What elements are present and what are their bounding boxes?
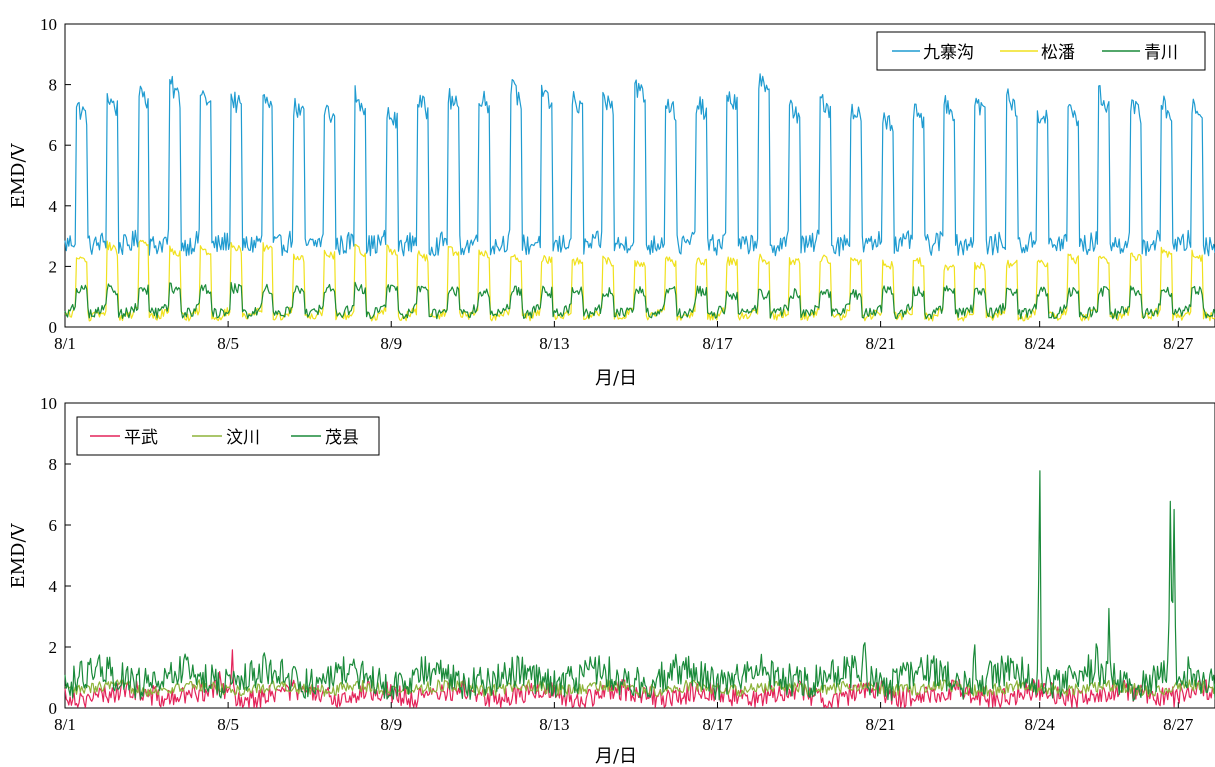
series-lines-top	[64, 73, 1215, 322]
legend-box-top	[876, 31, 1206, 71]
x-tick-label: 8/21	[865, 715, 895, 734]
chart-top: 0 2 4 6 8 10 8/1 8/5 8/9 8/13 8/17 8/21 8/24 8/27 EM…	[8, 15, 1215, 389]
plot-frame-bottom	[64, 402, 1215, 709]
y-tick-label: 8	[49, 455, 58, 474]
y-tick-label: 0	[49, 318, 58, 337]
series-line-bottom-2	[64, 470, 1215, 702]
legend-label-songpan: 松潘	[1041, 43, 1075, 63]
x-tick-label: 8/9	[380, 715, 402, 734]
x-tick-label: 8/13	[539, 715, 569, 734]
x-tick-label: 8/1	[54, 334, 76, 353]
y-tick-label: 2	[49, 638, 58, 657]
plot-frame-top	[64, 23, 1215, 328]
x-ticks-top: 8/1 8/5 8/9 8/13 8/17 8/21 8/24 8/27	[54, 321, 1194, 353]
legend-bottom: 平武 汶川 茂县	[76, 416, 380, 456]
x-tick-label: 8/5	[217, 715, 239, 734]
series-line-top-0	[64, 73, 1215, 257]
y-tick-label: 2	[49, 257, 58, 276]
x-axis-title-bottom: 月/日	[595, 746, 637, 767]
x-tick-label: 8/13	[539, 334, 569, 353]
y-tick-label: 4	[49, 197, 58, 216]
x-tick-label: 8/27	[1163, 715, 1194, 734]
x-tick-label: 8/21	[865, 334, 895, 353]
x-axis-title-top: 月/日	[595, 368, 637, 389]
y-tick-label: 8	[49, 76, 58, 95]
chart-bottom: 0 2 4 6 8 10 8/1 8/5 8/9 8/13 8/17 8/21 8/24 8/27 EM…	[8, 394, 1215, 767]
y-ticks-top: 0 2 4 6 8 10	[40, 15, 71, 337]
series-line-top-1	[64, 239, 1215, 322]
x-tick-label: 8/24	[1025, 334, 1056, 353]
x-tick-label: 8/17	[702, 334, 733, 353]
y-tick-label: 10	[40, 15, 57, 34]
legend-label-qingchuan: 青川	[1144, 43, 1178, 63]
y-tick-label: 6	[49, 516, 58, 535]
y-tick-label: 4	[49, 577, 58, 596]
x-tick-label: 8/27	[1163, 334, 1194, 353]
series-lines-bottom	[64, 470, 1215, 709]
y-tick-label: 0	[49, 699, 58, 718]
y-tick-label: 6	[49, 136, 58, 155]
legend-label-wenchuan: 汶川	[226, 428, 260, 448]
legend-label-jiuzhaigou: 九寨沟	[923, 43, 974, 63]
x-tick-label: 8/24	[1025, 715, 1056, 734]
x-tick-label: 8/17	[702, 715, 733, 734]
y-axis-title-top: EMD/V	[8, 142, 29, 208]
legend-label-maoxian: 茂县	[325, 428, 359, 448]
x-ticks-bottom: 8/1 8/5 8/9 8/13 8/17 8/21 8/24 8/27	[54, 702, 1194, 734]
x-tick-label: 8/1	[54, 715, 76, 734]
x-tick-label: 8/5	[217, 334, 239, 353]
legend-top: 九寨沟 松潘 青川	[876, 31, 1206, 71]
y-tick-label: 10	[40, 394, 57, 413]
x-tick-label: 8/9	[380, 334, 402, 353]
legend-label-pingwu: 平武	[124, 428, 158, 448]
legend-box-bottom	[76, 416, 380, 456]
y-ticks-bottom: 0 2 4 6 8 10	[40, 394, 71, 718]
series-line-top-2	[64, 281, 1215, 320]
y-axis-title-bottom: EMD/V	[8, 522, 29, 588]
